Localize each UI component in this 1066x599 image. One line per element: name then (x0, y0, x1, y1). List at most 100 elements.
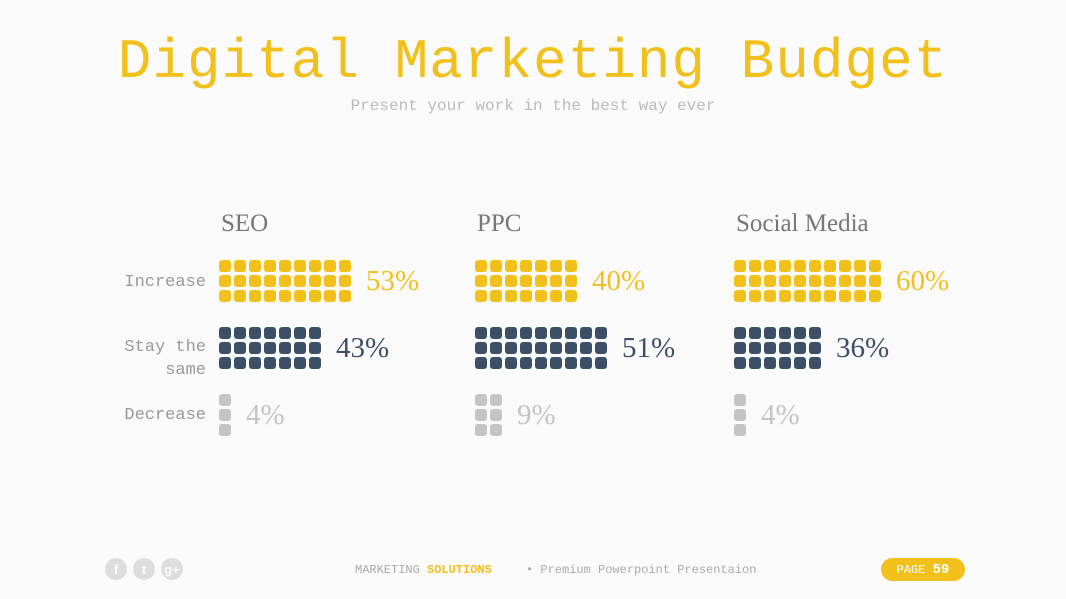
grid-square (279, 357, 291, 369)
grid-square (550, 327, 562, 339)
grid-square (309, 275, 321, 287)
percent-decrease: 9% (517, 399, 556, 431)
grid-square (219, 290, 231, 302)
grid-square (734, 275, 746, 287)
grid-square (234, 342, 246, 354)
grid-square (869, 260, 881, 272)
grid-square (580, 327, 592, 339)
category-heading: SEO (221, 210, 269, 237)
grid-square (219, 275, 231, 287)
icon-grid-decrease (475, 394, 502, 436)
grid-square (490, 342, 502, 354)
grid-square (264, 357, 276, 369)
grid-square (854, 290, 866, 302)
grid-square (490, 394, 502, 406)
grid-square (490, 424, 502, 436)
grid-square (550, 275, 562, 287)
grid-square (219, 394, 231, 406)
grid-square (764, 290, 776, 302)
grid-square (535, 290, 547, 302)
brand-b: SOLUTIONS (427, 563, 492, 577)
grid-square (595, 357, 607, 369)
grid-square (279, 290, 291, 302)
grid-square (520, 260, 532, 272)
grid-square (219, 260, 231, 272)
grid-square (264, 290, 276, 302)
grid-square (234, 357, 246, 369)
google-plus-icon[interactable]: g+ (161, 558, 183, 580)
grid-square (809, 275, 821, 287)
grid-square (490, 275, 502, 287)
grid-square (550, 260, 562, 272)
grid-square (734, 260, 746, 272)
grid-square (249, 275, 261, 287)
grid-square (794, 327, 806, 339)
footer-brand: MARKETING SOLUTIONS (355, 562, 492, 578)
footer-tagline: • Premium Powerpoint Presentaion (526, 563, 757, 577)
grid-square (824, 290, 836, 302)
grid-square (490, 409, 502, 421)
facebook-icon[interactable]: f (105, 558, 127, 580)
grid-square (734, 342, 746, 354)
grid-square (490, 290, 502, 302)
grid-square (309, 260, 321, 272)
grid-square (475, 409, 487, 421)
grid-square (520, 327, 532, 339)
icon-grid-same (219, 327, 321, 369)
grid-square (535, 260, 547, 272)
grid-square (309, 290, 321, 302)
grid-square (550, 357, 562, 369)
grid-square (565, 327, 577, 339)
grid-square (279, 260, 291, 272)
row-label-increase: Increase (124, 273, 206, 292)
tagline-text: Premium Powerpoint Presentaion (540, 563, 757, 577)
grid-square (520, 290, 532, 302)
grid-square (764, 275, 776, 287)
grid-square (249, 342, 261, 354)
grid-square (520, 357, 532, 369)
grid-square (219, 327, 231, 339)
grid-square (264, 275, 276, 287)
icon-grid-decrease (219, 394, 231, 436)
grid-square (234, 290, 246, 302)
grid-square (264, 342, 276, 354)
grid-square (794, 260, 806, 272)
grid-square (764, 260, 776, 272)
grid-square (475, 342, 487, 354)
grid-square (824, 275, 836, 287)
grid-square (219, 342, 231, 354)
page-subtitle: Present your work in the best way ever (350, 97, 716, 115)
grid-square (749, 290, 761, 302)
grid-square (749, 275, 761, 287)
grid-square (219, 424, 231, 436)
grid-square (734, 409, 746, 421)
grid-square (294, 342, 306, 354)
grid-square (809, 260, 821, 272)
grid-square (869, 290, 881, 302)
grid-square (475, 275, 487, 287)
grid-square (794, 342, 806, 354)
page-label: PAGE (896, 562, 926, 577)
grid-square (535, 342, 547, 354)
grid-square (234, 275, 246, 287)
grid-square (839, 290, 851, 302)
grid-square (490, 327, 502, 339)
brand-a: MARKETING (355, 563, 420, 577)
grid-square (535, 357, 547, 369)
icon-grid-increase (475, 260, 577, 302)
grid-square (779, 290, 791, 302)
grid-square (764, 357, 776, 369)
grid-square (764, 327, 776, 339)
grid-square (264, 260, 276, 272)
grid-square (475, 357, 487, 369)
grid-square (324, 260, 336, 272)
page-badge: PAGE 59 (881, 558, 965, 581)
grid-square (734, 357, 746, 369)
icon-grid-same (734, 327, 821, 369)
grid-square (809, 327, 821, 339)
percent-increase: 60% (896, 265, 950, 297)
grid-square (550, 342, 562, 354)
grid-square (324, 275, 336, 287)
grid-square (505, 327, 517, 339)
twitter-icon[interactable]: t (133, 558, 155, 580)
